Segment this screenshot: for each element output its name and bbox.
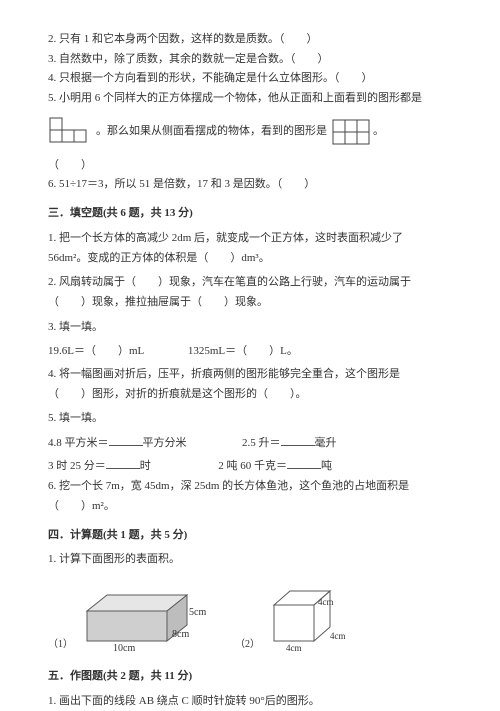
cube-figure: （2） 4cm 4cm 4cm	[235, 581, 354, 653]
s3-q6a: 6. 挖一个长 7m，宽 45dm，深 25dm 的长方体鱼池，这个鱼池的占地面…	[48, 477, 452, 496]
s3-q1a: 1. 把一个长方体的高减少 2dm 后，就变成一个正方体，这时表面积减少了	[48, 229, 452, 248]
s3-q2b: （ ）现象，推拉抽屉属于（ ）现象。	[48, 293, 452, 312]
section3-title: 三．填空题(共 6 题，共 13 分)	[48, 204, 452, 223]
q2: 2. 只有 1 和它本身两个因数，这样的数是质数。（ ）	[48, 30, 452, 49]
s4-q1: 1. 计算下面图形的表面积。	[48, 550, 452, 569]
svg-text:4cm: 4cm	[318, 597, 334, 607]
svg-text:10cm: 10cm	[113, 643, 135, 653]
s3-q6b: （ ）m²。	[48, 497, 452, 516]
s3-q1b: 56dm²。变成的正方体的体积是（ ）dm³。	[48, 249, 452, 268]
cube-icon: 4cm 4cm 4cm	[264, 581, 354, 653]
q5-figure-row: 。那么如果从侧面看摆成的物体，看到的图形是 。	[48, 116, 452, 148]
s5-q1: 1. 画出下面的线段 AB 绕点 C 顺时针旋转 90°后的图形。	[48, 692, 452, 711]
s3-q5-row1: 4.8 平方米＝平方分米 2.5 升＝毫升	[48, 434, 452, 453]
s3-q5-row2: 3 时 25 分＝时 2 吨 60 千克＝吨	[48, 457, 452, 476]
s3-q5: 5. 填一填。	[48, 409, 452, 428]
figure-row: （1） 5cm 8cm 10cm （2） 4cm 4cm 4cm	[48, 581, 452, 653]
q5-part-a: 5. 小明用 6 个同样大的正方体摆成一个物体，他从正面和上面看到的图形都是	[48, 89, 452, 108]
s3-q3: 3. 填一填。	[48, 318, 452, 337]
s3-q3a: 19.6L＝（ ）mL 1325mL＝（ ）L。	[48, 342, 452, 361]
fig1-label: （1）	[48, 636, 73, 653]
cuboid-icon: 5cm 8cm 10cm	[77, 581, 207, 653]
svg-text:4cm: 4cm	[330, 631, 346, 641]
q6: 6. 51÷17＝3，所以 51 是倍数，17 和 3 是因数。（ ）	[48, 175, 452, 194]
s3-q4b: （ ）图形，对折的折痕就是这个图形的（ ）。	[48, 385, 452, 404]
section5-title: 五．作图题(共 2 题，共 11 分)	[48, 667, 452, 686]
s3-q2a: 2. 风扇转动属于（ ）现象，汽车在笔直的公路上行驶，汽车的运动属于	[48, 273, 452, 292]
tetromino-shape-icon	[48, 116, 92, 148]
q5-part-c: 。	[373, 122, 384, 141]
svg-text:8cm: 8cm	[172, 629, 189, 640]
q3: 3. 自然数中，除了质数，其余的数就一定是合数。（ ）	[48, 50, 452, 69]
q5-part-d: （ ）	[48, 156, 452, 175]
q4: 4. 只根据一个方向看到的形状，不能确定是什么立体图形。（ ）	[48, 69, 452, 88]
s3-q4a: 4. 将一幅图画对折后，压平，折痕两侧的图形能够完全重合，这个图形是	[48, 365, 452, 384]
section4-title: 四．计算题(共 1 题，共 5 分)	[48, 526, 452, 545]
grid-shape-icon	[331, 118, 373, 146]
fig2-label: （2）	[235, 636, 260, 653]
q5-part-b: 。那么如果从侧面看摆成的物体，看到的图形是	[96, 122, 327, 141]
cuboid-figure: （1） 5cm 8cm 10cm	[48, 581, 207, 653]
svg-text:4cm: 4cm	[286, 643, 302, 653]
svg-text:5cm: 5cm	[189, 607, 206, 618]
